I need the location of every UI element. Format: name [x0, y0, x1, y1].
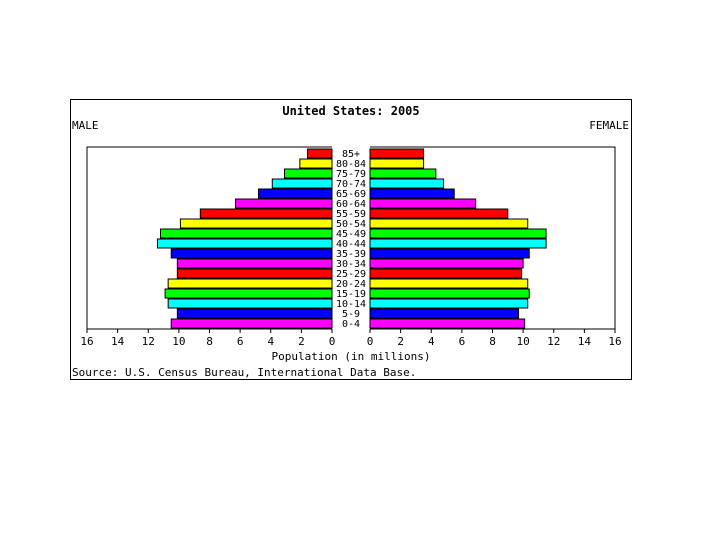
male-bar-0-4 [170, 318, 333, 329]
left-tick-label: 8 [206, 335, 213, 348]
male-bar-10-14 [167, 298, 333, 309]
left-tick-label: 10 [172, 335, 185, 348]
left-tick-label: 16 [80, 335, 93, 348]
right-tick-label: 16 [608, 335, 621, 348]
male-bar-65-69 [258, 188, 333, 199]
age-group-label: 85+ [342, 149, 360, 160]
right-tick-label: 2 [397, 335, 404, 348]
male-bar-35-39 [170, 248, 333, 259]
age-label-gap [332, 146, 370, 330]
female-bar-20-24 [369, 278, 529, 289]
male-bar-25-29 [176, 268, 333, 279]
female-bar-0-4 [369, 318, 526, 329]
male-bar-60-64 [235, 198, 333, 209]
right-tick-label: 14 [578, 335, 592, 348]
age-group-label: 50-54 [336, 219, 366, 230]
right-tick-label: 8 [489, 335, 496, 348]
female-bar-10-14 [369, 298, 529, 309]
male-bar-55-59 [199, 208, 333, 219]
left-tick-label: 2 [298, 335, 305, 348]
age-group-label: 75-79 [336, 169, 366, 180]
female-bar-45-49 [369, 228, 547, 239]
male-bar-20-24 [167, 278, 333, 289]
age-group-label: 45-49 [336, 229, 366, 240]
male-label: MALE [72, 119, 99, 132]
right-tick-label: 0 [367, 335, 374, 348]
age-group-label: 5-9 [342, 309, 360, 320]
female-bar-25-29 [369, 268, 523, 279]
age-group-label: 10-14 [336, 299, 366, 310]
age-group-label: 15-19 [336, 289, 366, 300]
age-group-label: 40-44 [336, 239, 366, 250]
male-bar-70-74 [271, 178, 333, 189]
right-tick-label: 4 [428, 335, 435, 348]
female-label: FEMALE [589, 119, 629, 132]
female-bar-85+ [369, 148, 425, 159]
age-group-label: 70-74 [336, 179, 366, 190]
left-tick-label: 12 [142, 335, 155, 348]
age-group-label: 35-39 [336, 249, 366, 260]
female-bar-35-39 [369, 248, 530, 259]
left-tick-label: 4 [267, 335, 274, 348]
female-bar-75-79 [369, 168, 437, 179]
male-bar-80-84 [299, 158, 333, 169]
right-tick-label: 6 [459, 335, 466, 348]
female-bar-55-59 [369, 208, 509, 219]
source-note: Source: U.S. Census Bureau, Internationa… [72, 366, 416, 379]
age-group-label: 80-84 [336, 159, 366, 170]
age-group-label: 25-29 [336, 269, 366, 280]
chart-frame: United States: 2005 MALE FEMALE 85+ 80-84… [70, 99, 632, 380]
age-group-label: 60-64 [336, 199, 366, 210]
male-bar-30-34 [176, 258, 333, 269]
right-tick-label: 12 [547, 335, 560, 348]
age-group-label: 30-34 [336, 259, 366, 270]
female-bar-40-44 [369, 238, 547, 249]
female-bar-60-64 [369, 198, 477, 209]
female-bar-30-34 [369, 258, 524, 269]
chart-title: United States: 2005 [282, 104, 419, 118]
age-group-label: 0-4 [342, 319, 360, 330]
age-group-label: 65-69 [336, 189, 366, 200]
male-bar-85+ [307, 148, 333, 159]
female-bar-70-74 [369, 178, 444, 189]
age-group-label: 55-59 [336, 209, 366, 220]
female-bar-80-84 [369, 158, 425, 169]
age-group-label: 20-24 [336, 279, 366, 290]
x-axis-label: Population (in millions) [272, 350, 431, 363]
male-bar-5-9 [176, 308, 333, 319]
male-bar-45-49 [160, 228, 333, 239]
population-pyramid-chart: United States: 2005 MALE FEMALE 85+80-84… [72, 104, 629, 379]
male-bar-75-79 [284, 168, 333, 179]
male-bar-50-54 [179, 218, 333, 229]
female-bar-15-19 [369, 288, 530, 299]
female-bar-50-54 [369, 218, 529, 229]
left-tick-label: 6 [237, 335, 244, 348]
right-tick-label: 10 [517, 335, 530, 348]
female-bar-5-9 [369, 308, 520, 319]
male-bar-15-19 [164, 288, 333, 299]
left-tick-label: 0 [329, 335, 336, 348]
female-bar-65-69 [369, 188, 455, 199]
male-bar-40-44 [156, 238, 333, 249]
left-tick-label: 14 [111, 335, 125, 348]
